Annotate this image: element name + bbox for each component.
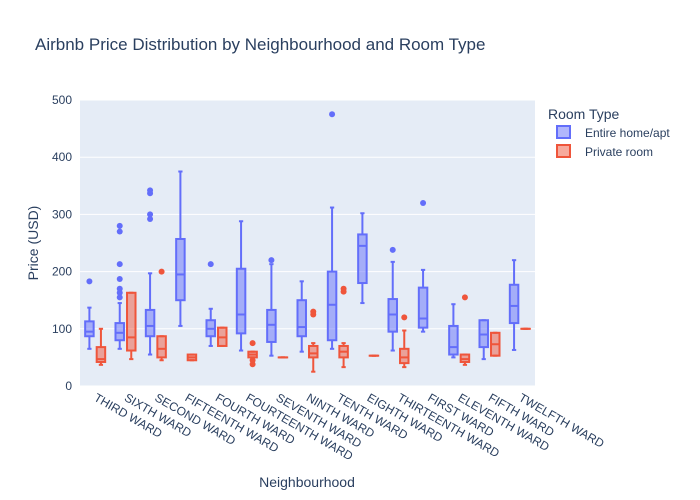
y-tick-label: 200 (52, 265, 72, 279)
box-entire-home-apt-tenth-ward[interactable] (326, 111, 338, 350)
outlier-point[interactable] (158, 268, 165, 275)
box-private-room-eleventh-ward[interactable] (459, 294, 471, 366)
legend-title: Room Type (548, 106, 620, 122)
iqr-box (144, 308, 156, 338)
outlier-point[interactable] (249, 340, 256, 347)
x-axis-title: Neighbourhood (259, 474, 355, 490)
box-private-room-fifteenth-ward[interactable] (186, 353, 198, 362)
iqr-box (266, 308, 277, 343)
iqr-box (114, 322, 125, 342)
box-private-room-third-ward[interactable] (95, 327, 107, 366)
box-entire-home-apt-fifth-ward[interactable] (478, 319, 489, 361)
outlier-point[interactable] (461, 294, 468, 301)
iqr-box (417, 286, 429, 329)
outlier-point[interactable] (116, 261, 123, 268)
box-entire-home-apt-ninth-ward[interactable] (296, 280, 307, 353)
legend-swatch-private-room (556, 144, 571, 158)
legend-item-entire-home[interactable]: Entire home/apt (556, 125, 670, 140)
iqr-box (156, 335, 167, 359)
outlier-point[interactable] (116, 276, 123, 283)
box-entire-home-apt-seventh-ward[interactable] (266, 257, 277, 357)
y-tick-label: 100 (52, 322, 72, 336)
outlier-point[interactable] (389, 246, 396, 253)
chart-title: Airbnb Price Distribution by Neighbourho… (35, 35, 485, 54)
outlier-point[interactable] (116, 222, 123, 229)
outlier-point[interactable] (329, 111, 336, 118)
outlier-point[interactable] (116, 294, 123, 301)
box-entire-home-apt-first-ward[interactable] (417, 199, 429, 333)
iqr-box (399, 347, 410, 365)
iqr-box (126, 291, 137, 352)
box-entire-home-apt-eighth-ward[interactable] (357, 212, 368, 305)
iqr-box (508, 283, 520, 325)
box-private-room-ninth-ward[interactable] (308, 308, 319, 373)
outlier-point[interactable] (340, 285, 347, 292)
y-tick-labels: 0 100 200 300 400 500 (52, 93, 72, 393)
box-private-room-fifth-ward[interactable] (490, 331, 501, 357)
gridlines (80, 99, 535, 387)
iqr-box (308, 344, 319, 359)
outlier-point[interactable] (147, 211, 154, 218)
outlier-point[interactable] (116, 228, 123, 235)
outlier-point[interactable] (207, 261, 214, 268)
legend-label-entire-home: Entire home/apt (585, 126, 670, 140)
box-entire-home-apt-fourteenth-ward[interactable] (235, 220, 247, 352)
iqr-box (448, 324, 459, 356)
box-entire-home-apt-second-ward[interactable] (144, 187, 156, 356)
outlier-point[interactable] (249, 357, 256, 364)
box-entire-home-apt-thirteenth-ward[interactable] (387, 246, 398, 352)
outlier-point[interactable] (420, 199, 427, 206)
box-entire-home-apt-sixth-ward[interactable] (114, 222, 125, 350)
outlier-point[interactable] (116, 285, 123, 292)
y-tick-label: 300 (52, 207, 72, 221)
iqr-box (357, 233, 368, 285)
box-entire-home-apt-fourth-ward[interactable] (205, 261, 216, 347)
box-entire-home-apt-fifteenth-ward[interactable] (175, 170, 186, 327)
plot-background (80, 100, 535, 386)
box-private-room-second-ward[interactable] (156, 268, 167, 362)
box-entire-home-apt-eleventh-ward[interactable] (448, 303, 459, 359)
outlier-point[interactable] (401, 314, 408, 321)
y-tick-label: 0 (65, 379, 72, 393)
legend-item-private-room[interactable]: Private room (556, 144, 653, 159)
box-private-room-fourteenth-ward[interactable] (247, 340, 258, 368)
outlier-point[interactable] (147, 187, 154, 194)
outlier-point[interactable] (310, 308, 317, 315)
box-private-room-sixth-ward[interactable] (126, 291, 137, 361)
box-private-room-thirteenth-ward[interactable] (399, 314, 410, 369)
box-private-room-fourth-ward[interactable] (217, 326, 228, 347)
legend-label-private-room: Private room (585, 145, 653, 159)
y-axis-title: Price (USD) (25, 206, 41, 281)
y-tick-label: 400 (52, 150, 72, 164)
iqr-box (95, 346, 107, 363)
legend-swatch-entire-home (556, 125, 571, 139)
legend[interactable]: Room Type Entire home/apt Private room (548, 106, 670, 159)
iqr-box (296, 299, 307, 338)
y-tick-label: 500 (52, 93, 72, 107)
boxes (84, 111, 531, 373)
box-entire-home-apt-third-ward[interactable] (84, 278, 95, 350)
outlier-point[interactable] (147, 215, 154, 222)
box-entire-home-apt-twelfth-ward[interactable] (508, 259, 520, 351)
outlier-point[interactable] (86, 278, 93, 285)
iqr-box (326, 270, 338, 342)
outlier-point[interactable] (268, 257, 275, 264)
iqr-box (84, 320, 95, 338)
iqr-box (235, 267, 247, 335)
box-private-room-tenth-ward[interactable] (338, 285, 349, 369)
iqr-box (175, 237, 186, 302)
